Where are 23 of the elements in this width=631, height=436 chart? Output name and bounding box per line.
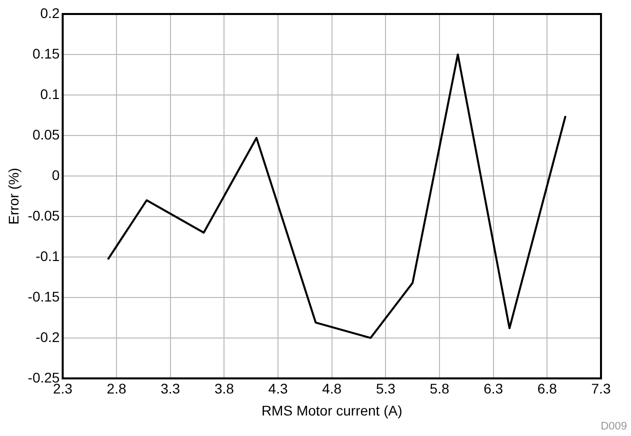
- y-tick-label: 0: [52, 166, 60, 183]
- x-tick-label: 7.3: [591, 380, 611, 397]
- y-tick-label: -0.05: [28, 207, 60, 224]
- y-axis-title: Error (%): [5, 168, 22, 225]
- y-tick-label: -0.15: [28, 288, 60, 304]
- y-tick-label: -0.2: [36, 328, 60, 345]
- y-tick-label: 0.1: [40, 86, 60, 102]
- x-tick-label: 5.3: [376, 380, 396, 397]
- x-tick-label: 3.8: [214, 380, 234, 397]
- x-tick-label: 6.8: [537, 380, 558, 397]
- y-tick-label: 0.05: [32, 126, 60, 142]
- text: D009: [600, 420, 627, 433]
- y-tick-label: 0.15: [32, 45, 60, 62]
- x-tick-label: 4.3: [268, 380, 288, 397]
- x-tick-label: 3.3: [160, 380, 180, 397]
- x-tick-label: 2.8: [106, 380, 126, 397]
- x-tick-label: 5.8: [430, 380, 450, 397]
- y-tick-label: -0.25: [28, 369, 60, 386]
- x-axis-title: RMS Motor current (A): [261, 402, 402, 418]
- x-tick-label: 4.8: [322, 380, 342, 397]
- y-tick-label: -0.1: [36, 248, 60, 264]
- x-tick-label: 6.3: [484, 380, 504, 397]
- y-tick-label: 0.2: [40, 4, 60, 21]
